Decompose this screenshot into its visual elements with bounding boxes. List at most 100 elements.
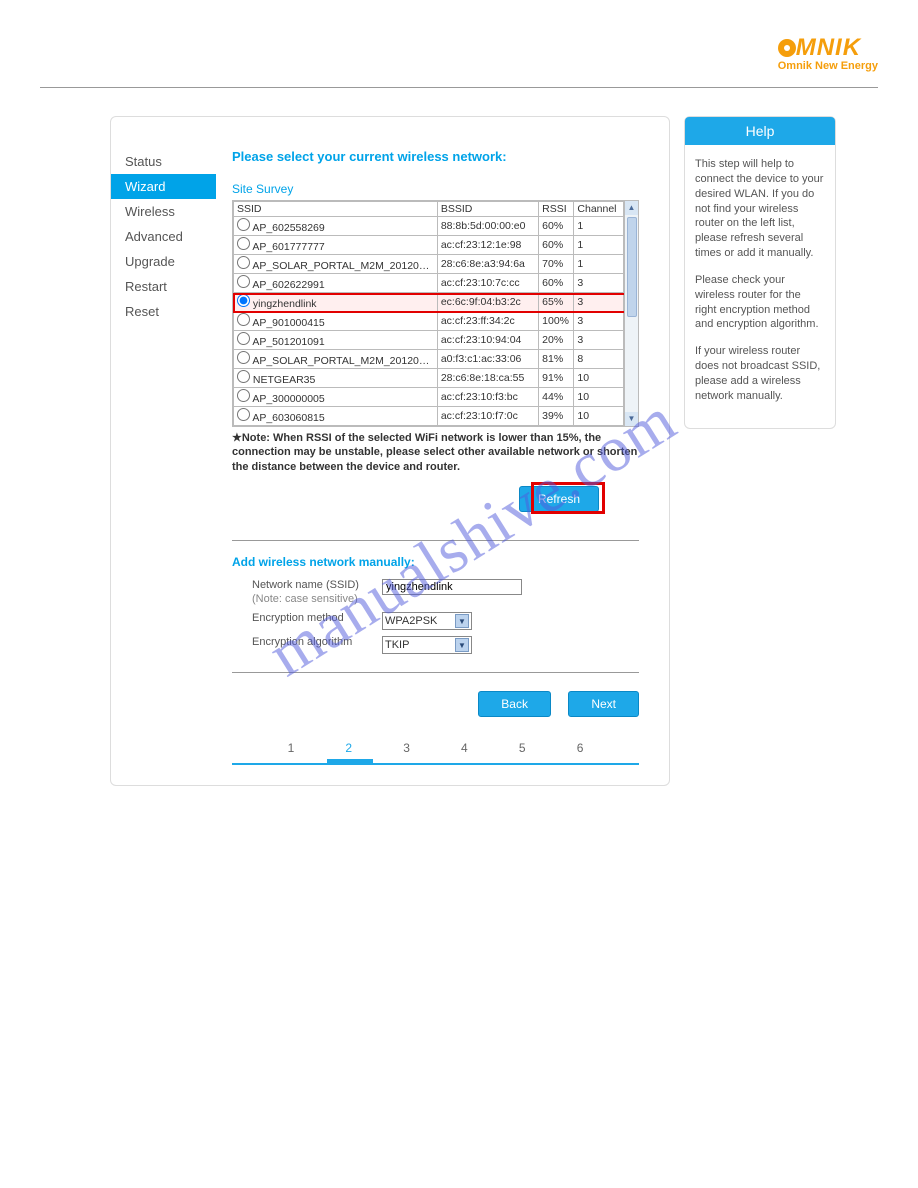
scroll-up-icon[interactable]: ▲ [625, 201, 638, 215]
table-row[interactable]: AP_60255826988:8b:5d:00:00:e060%1 [234, 217, 624, 236]
network-radio[interactable] [237, 256, 250, 269]
network-radio[interactable] [237, 332, 250, 345]
cell-ssid: AP_602622991 [234, 274, 438, 293]
divider [232, 540, 639, 541]
help-body: This step will help to connect the devic… [685, 145, 835, 428]
divider [232, 672, 639, 673]
site-survey-table-wrap: SSID BSSID RSSI Channel AP_60255826988:8… [232, 200, 639, 427]
cell-bssid: 28:c6:8e:a3:94:6a [437, 255, 538, 274]
sidebar-item-upgrade[interactable]: Upgrade [111, 249, 216, 274]
col-channel: Channel [574, 202, 624, 217]
cell-rssi: 20% [539, 331, 574, 350]
step-1[interactable]: 1 [288, 741, 295, 761]
cell-rssi: 60% [539, 236, 574, 255]
cell-ssid: AP_300000005 [234, 388, 438, 407]
cell-bssid: ac:cf:23:10:7c:cc [437, 274, 538, 293]
cell-channel: 3 [574, 331, 624, 350]
sidebar-item-wireless[interactable]: Wireless [111, 199, 216, 224]
cell-bssid: ac:cf:23:10:f7:0c [437, 407, 538, 426]
cell-ssid: AP_501201091 [234, 331, 438, 350]
cell-ssid: NETGEAR35 [234, 369, 438, 388]
site-survey-table: SSID BSSID RSSI Channel AP_60255826988:8… [233, 201, 624, 426]
encryption-algo-label: Encryption algorithm [232, 636, 382, 650]
network-radio[interactable] [237, 275, 250, 288]
cell-rssi: 91% [539, 369, 574, 388]
cell-ssid: AP_602558269 [234, 217, 438, 236]
encryption-method-label: Encryption method [232, 612, 382, 626]
cell-ssid: AP_901000415 [234, 312, 438, 331]
cell-bssid: ac:cf:23:10:f3:bc [437, 388, 538, 407]
chevron-down-icon: ▼ [455, 614, 469, 628]
cell-ssid: AP_SOLAR_PORTAL_M2M_20120615 [234, 350, 438, 369]
network-radio[interactable] [237, 313, 250, 326]
next-button[interactable]: Next [568, 691, 639, 717]
step-4[interactable]: 4 [461, 741, 468, 761]
network-radio[interactable] [237, 408, 250, 421]
network-radio[interactable] [237, 294, 250, 307]
table-row[interactable]: AP_901000415ac:cf:23:ff:34:2c100%3 [234, 312, 624, 331]
sidebar-item-wizard[interactable]: Wizard [111, 174, 216, 199]
encryption-algo-select[interactable]: TKIP ▼ [382, 636, 472, 654]
cell-channel: 10 [574, 407, 624, 426]
col-ssid: SSID [234, 202, 438, 217]
cell-channel: 1 [574, 255, 624, 274]
cell-ssid: AP_601777777 [234, 236, 438, 255]
sidebar-item-reset[interactable]: Reset [111, 299, 216, 324]
network-radio[interactable] [237, 218, 250, 231]
col-rssi: RSSI [539, 202, 574, 217]
help-paragraph: Please check your wireless router for th… [695, 273, 825, 332]
brand-logo: MNIK Omnik New Energy [778, 36, 878, 72]
table-row[interactable]: yingzhendlinkec:6c:9f:04:b3:2c65%3 [234, 293, 624, 312]
encryption-method-select[interactable]: WPA2PSK ▼ [382, 612, 472, 630]
main-panel: StatusWizardWirelessAdvancedUpgradeResta… [110, 116, 670, 786]
ssid-input[interactable] [382, 579, 522, 595]
cell-channel: 10 [574, 388, 624, 407]
encryption-method-value: WPA2PSK [385, 615, 437, 627]
cell-bssid: ec:6c:9f:04:b3:2c [437, 293, 538, 312]
network-radio[interactable] [237, 389, 250, 402]
network-radio[interactable] [237, 237, 250, 250]
sidebar-item-status[interactable]: Status [111, 149, 216, 174]
table-row[interactable]: AP_300000005ac:cf:23:10:f3:bc44%10 [234, 388, 624, 407]
chevron-down-icon: ▼ [455, 638, 469, 652]
step-indicator: 1 2 3 4 5 6 [232, 743, 639, 765]
cell-rssi: 81% [539, 350, 574, 369]
step-5[interactable]: 5 [519, 741, 526, 761]
table-row[interactable]: AP_SOLAR_PORTAL_M2M_2012061528:c6:8e:a3:… [234, 255, 624, 274]
cell-ssid: AP_603060815 [234, 407, 438, 426]
cell-rssi: 65% [539, 293, 574, 312]
table-row[interactable]: AP_603060815ac:cf:23:10:f7:0c39%10 [234, 407, 624, 426]
cell-rssi: 39% [539, 407, 574, 426]
step-2[interactable]: 2 [345, 741, 352, 761]
table-row[interactable]: AP_602622991ac:cf:23:10:7c:cc60%3 [234, 274, 624, 293]
sidebar-item-restart[interactable]: Restart [111, 274, 216, 299]
help-title: Help [685, 117, 835, 145]
scroll-thumb[interactable] [627, 217, 637, 317]
table-row[interactable]: AP_SOLAR_PORTAL_M2M_20120615a0:f3:c1:ac:… [234, 350, 624, 369]
step-6[interactable]: 6 [577, 741, 584, 761]
cell-channel: 10 [574, 369, 624, 388]
cell-rssi: 70% [539, 255, 574, 274]
cell-bssid: ac:cf:23:ff:34:2c [437, 312, 538, 331]
table-row[interactable]: AP_501201091ac:cf:23:10:94:0420%3 [234, 331, 624, 350]
ssid-label-text: Network name (SSID) [252, 579, 359, 591]
col-bssid: BSSID [437, 202, 538, 217]
scroll-down-icon[interactable]: ▼ [625, 412, 638, 426]
cell-channel: 3 [574, 274, 624, 293]
sidebar-item-advanced[interactable]: Advanced [111, 224, 216, 249]
table-row[interactable]: AP_601777777ac:cf:23:12:1e:9860%1 [234, 236, 624, 255]
network-radio[interactable] [237, 370, 250, 383]
cell-channel: 3 [574, 312, 624, 331]
page-header: MNIK Omnik New Energy [40, 0, 878, 88]
table-scrollbar[interactable]: ▲ ▼ [624, 201, 638, 426]
rssi-note: ★Note: When RSSI of the selected WiFi ne… [232, 431, 639, 474]
network-radio[interactable] [237, 351, 250, 364]
cell-rssi: 60% [539, 274, 574, 293]
wizard-content: Please select your current wireless netw… [216, 117, 669, 785]
back-button[interactable]: Back [478, 691, 551, 717]
step-3[interactable]: 3 [403, 741, 410, 761]
table-row[interactable]: NETGEAR3528:c6:8e:18:ca:5591%10 [234, 369, 624, 388]
help-panel: Help This step will help to connect the … [684, 116, 836, 429]
site-survey-label: Site Survey [232, 182, 639, 196]
page-title: Please select your current wireless netw… [232, 149, 639, 164]
